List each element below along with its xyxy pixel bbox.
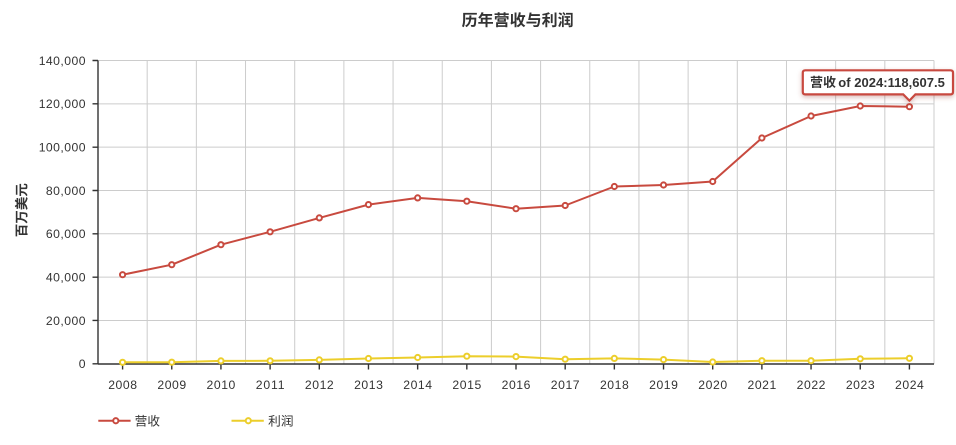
svg-text:2013: 2013: [354, 378, 383, 392]
svg-text:2008: 2008: [108, 378, 137, 392]
svg-text:2019: 2019: [649, 378, 678, 392]
svg-text:0: 0: [79, 357, 86, 371]
svg-text:2023: 2023: [846, 378, 875, 392]
svg-text:2024: 2024: [895, 378, 924, 392]
svg-text:2017: 2017: [551, 378, 580, 392]
svg-text:2010: 2010: [207, 378, 236, 392]
svg-text:of 2024:118,607.5: of 2024:118,607.5: [838, 75, 945, 90]
svg-text:2011: 2011: [256, 378, 285, 392]
svg-text:40,000: 40,000: [46, 270, 86, 284]
svg-text:140,000: 140,000: [39, 54, 86, 68]
svg-text:2014: 2014: [403, 378, 432, 392]
svg-text:120,000: 120,000: [39, 97, 86, 111]
svg-text:2016: 2016: [502, 378, 531, 392]
svg-text:80,000: 80,000: [46, 184, 86, 198]
svg-text:2022: 2022: [797, 378, 826, 392]
svg-text:60,000: 60,000: [46, 227, 86, 241]
svg-text:2018: 2018: [600, 378, 629, 392]
svg-text:2020: 2020: [698, 378, 727, 392]
svg-text:20,000: 20,000: [46, 314, 86, 328]
svg-text:2021: 2021: [747, 378, 776, 392]
svg-text:2015: 2015: [452, 378, 481, 392]
svg-text:100,000: 100,000: [39, 140, 86, 154]
svg-text:2012: 2012: [305, 378, 334, 392]
svg-text:2009: 2009: [157, 378, 186, 392]
